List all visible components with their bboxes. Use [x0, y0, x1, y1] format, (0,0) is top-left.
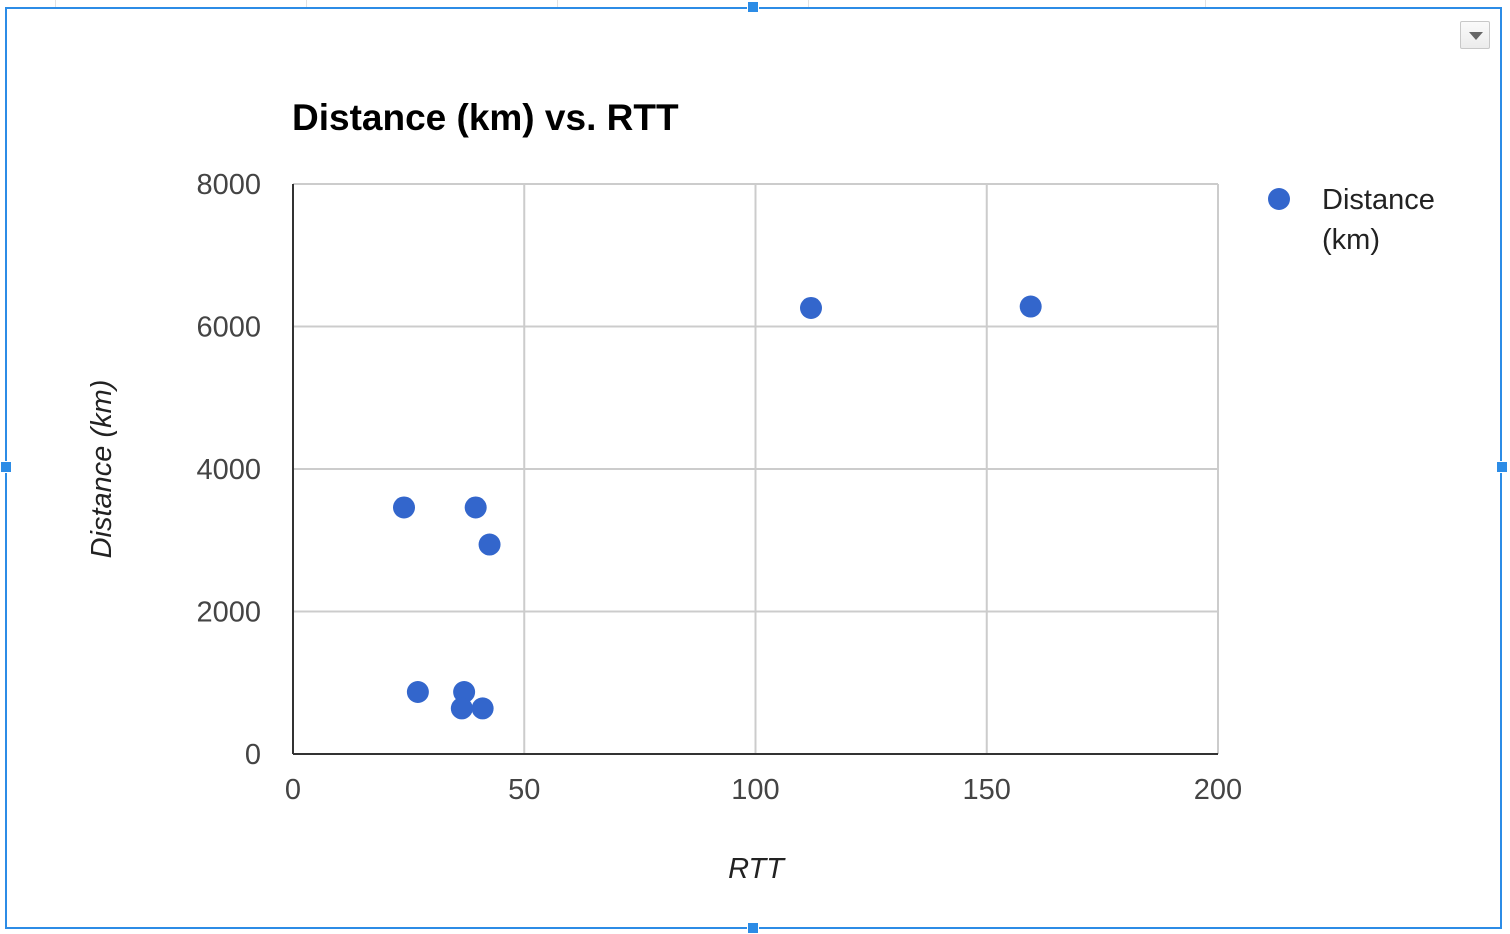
y-tick-label: 8000	[196, 169, 261, 201]
chart-gridlines	[293, 183, 1219, 754]
resize-handle-left[interactable]	[0, 461, 12, 473]
resize-handle-top[interactable]	[747, 1, 759, 13]
sheet-gridline	[808, 0, 809, 7]
sheet-gridline	[55, 0, 56, 7]
scatter-point	[1019, 295, 1042, 318]
y-tick-label: 4000	[196, 454, 261, 486]
y-tick-label: 6000	[196, 312, 261, 344]
data-points	[393, 295, 1042, 720]
sheet-gridline	[1205, 0, 1206, 7]
y-axis-title: Distance (km)	[86, 380, 118, 559]
scatter-point	[393, 496, 415, 519]
chevron-down-icon	[1469, 32, 1483, 40]
legend-marker	[1268, 188, 1290, 210]
x-tick-label: 100	[731, 774, 779, 806]
x-tick-label: 150	[963, 774, 1011, 806]
x-tick-label: 50	[508, 774, 540, 806]
x-tick-label: 200	[1194, 774, 1242, 806]
chart-menu-button[interactable]	[1460, 21, 1490, 49]
scatter-point	[406, 681, 429, 704]
x-axis-title: RTT	[728, 853, 786, 885]
x-tick-label: 0	[285, 774, 301, 806]
scatter-point	[800, 296, 822, 319]
resize-handle-right[interactable]	[1496, 461, 1508, 473]
legend-label-line-1: Distance	[1322, 184, 1435, 216]
legend-label-line-2: (km)	[1322, 224, 1380, 256]
x-axis-ticks: 0 50 100 150 200	[285, 774, 1242, 806]
chart-title: Distance (km) vs. RTT	[292, 97, 679, 138]
y-axis-ticks: 0 2000 4000 6000 8000	[196, 169, 261, 771]
scatter-point	[450, 697, 473, 720]
scatter-point	[453, 681, 476, 704]
y-tick-label: 2000	[196, 597, 261, 629]
scatter-point	[464, 496, 487, 519]
scatter-point	[471, 697, 494, 720]
legend: Distance (km)	[1268, 184, 1435, 256]
y-tick-label: 0	[245, 739, 261, 771]
sheet-gridline	[557, 0, 558, 7]
chart-axes	[292, 184, 1218, 755]
sheet-gridline	[306, 0, 307, 7]
scatter-point	[478, 533, 501, 556]
